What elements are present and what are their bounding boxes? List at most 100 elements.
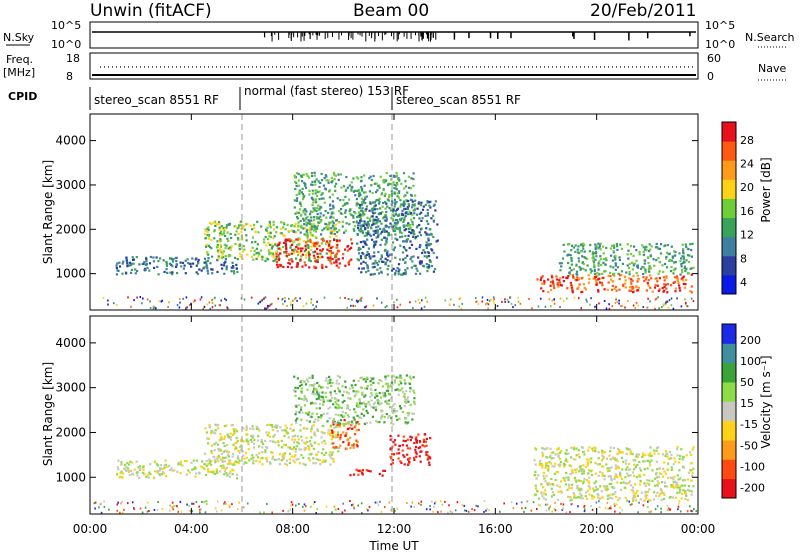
heatmap-cell [392, 375, 395, 378]
heatmap-cell [567, 261, 570, 265]
heatmap-cell [371, 262, 374, 265]
colorbar-tick-label: 20 [740, 181, 754, 194]
heatmap-cell [332, 225, 335, 228]
heatmap-cell [360, 176, 363, 179]
heatmap-cell [655, 449, 658, 452]
heatmap-cell [288, 262, 291, 265]
heatmap-cell [684, 283, 687, 286]
heatmap-cell [615, 503, 618, 506]
heatmap-cell [359, 227, 363, 231]
heatmap-cell [594, 446, 597, 449]
heatmap-cell [637, 278, 640, 281]
heatmap-cell [572, 276, 575, 279]
heatmap-cell [254, 240, 257, 243]
heatmap-cell [597, 268, 600, 271]
heatmap-cell [393, 273, 396, 276]
heatmap-cell [350, 246, 353, 249]
heatmap-cell [265, 307, 267, 310]
heatmap-cell [605, 246, 608, 249]
heatmap-cell [543, 489, 547, 492]
heatmap-cell [379, 227, 382, 230]
heatmap-cell [270, 247, 273, 250]
heatmap-cell [253, 438, 256, 442]
heatmap-cell [422, 205, 425, 208]
heatmap-cell [601, 465, 604, 468]
heatmap-cell [272, 253, 275, 256]
heatmap-cell [309, 443, 312, 446]
heatmap-cell [349, 397, 352, 400]
heatmap-cell [304, 183, 307, 186]
heatmap-cell [420, 500, 423, 503]
heatmap-cell [485, 303, 487, 306]
heatmap-cell [614, 490, 617, 494]
heatmap-cell [421, 208, 425, 211]
heatmap-cell [600, 459, 603, 462]
heatmap-cell [477, 505, 479, 508]
heatmap-cell [661, 286, 664, 290]
heatmap-cell [612, 250, 615, 253]
heatmap-cell [134, 268, 137, 271]
heatmap-cell [391, 383, 394, 386]
heatmap-cell [320, 452, 323, 455]
heatmap-cell [322, 239, 325, 242]
heatmap-cell [129, 261, 132, 264]
heatmap-cell [575, 468, 578, 471]
heatmap-cell [352, 304, 354, 307]
heatmap-cell [634, 496, 637, 499]
heatmap-cell [486, 302, 488, 305]
heatmap-cell [307, 445, 310, 448]
heatmap-cell [691, 510, 694, 513]
heatmap-cell [597, 290, 600, 293]
heatmap-cell [338, 209, 341, 213]
heatmap-cell [313, 222, 316, 225]
colorbar-segment [722, 122, 736, 142]
heatmap-cell [364, 306, 367, 309]
heatmap-cell [625, 447, 628, 450]
heatmap-cell [249, 224, 252, 227]
heatmap-cell [282, 226, 285, 229]
heatmap-cell [152, 305, 155, 308]
heatmap-cell [361, 203, 364, 206]
heatmap-cell [360, 262, 363, 265]
heatmap-cell [449, 298, 452, 301]
heatmap-cell [285, 426, 288, 430]
heatmap-cell [346, 404, 349, 407]
heatmap-cell [381, 205, 384, 208]
heatmap-cell [214, 432, 217, 435]
heatmap-cell [584, 508, 586, 511]
heatmap-cell [618, 497, 621, 500]
heatmap-cell [211, 301, 214, 304]
heatmap-cell [609, 450, 612, 453]
heatmap-cell [370, 394, 373, 397]
heatmap-cell [313, 242, 316, 245]
heatmap-cell [234, 233, 237, 236]
heatmap-cell [391, 453, 394, 456]
heatmap-cell [161, 471, 165, 474]
heatmap-cell [692, 300, 695, 303]
heatmap-cell [560, 480, 563, 483]
heatmap-cell [550, 274, 553, 277]
heatmap-cell [568, 486, 571, 490]
heatmap-cell [566, 460, 569, 463]
heatmap-cell [605, 307, 608, 310]
heatmap-cell [246, 502, 249, 505]
heatmap-cell [355, 299, 358, 302]
heatmap-cell [296, 417, 299, 420]
heatmap-cell [120, 463, 123, 466]
heatmap-cell [588, 446, 591, 449]
heatmap-cell [383, 416, 386, 419]
heatmap-cell [680, 263, 683, 266]
heatmap-cell [218, 228, 221, 231]
heatmap-cell [610, 254, 613, 257]
heatmap-cell [668, 450, 671, 453]
heatmap-cell [334, 436, 337, 439]
heatmap-cell [572, 268, 575, 271]
heatmap-cell [317, 180, 320, 183]
heatmap-cell [638, 467, 641, 470]
heatmap-cell [592, 277, 595, 280]
heatmap-cell [636, 289, 639, 292]
heatmap-cell [419, 260, 422, 263]
heatmap-cell [628, 277, 631, 280]
heatmap-cell [512, 507, 515, 509]
heatmap-cell [365, 231, 368, 235]
